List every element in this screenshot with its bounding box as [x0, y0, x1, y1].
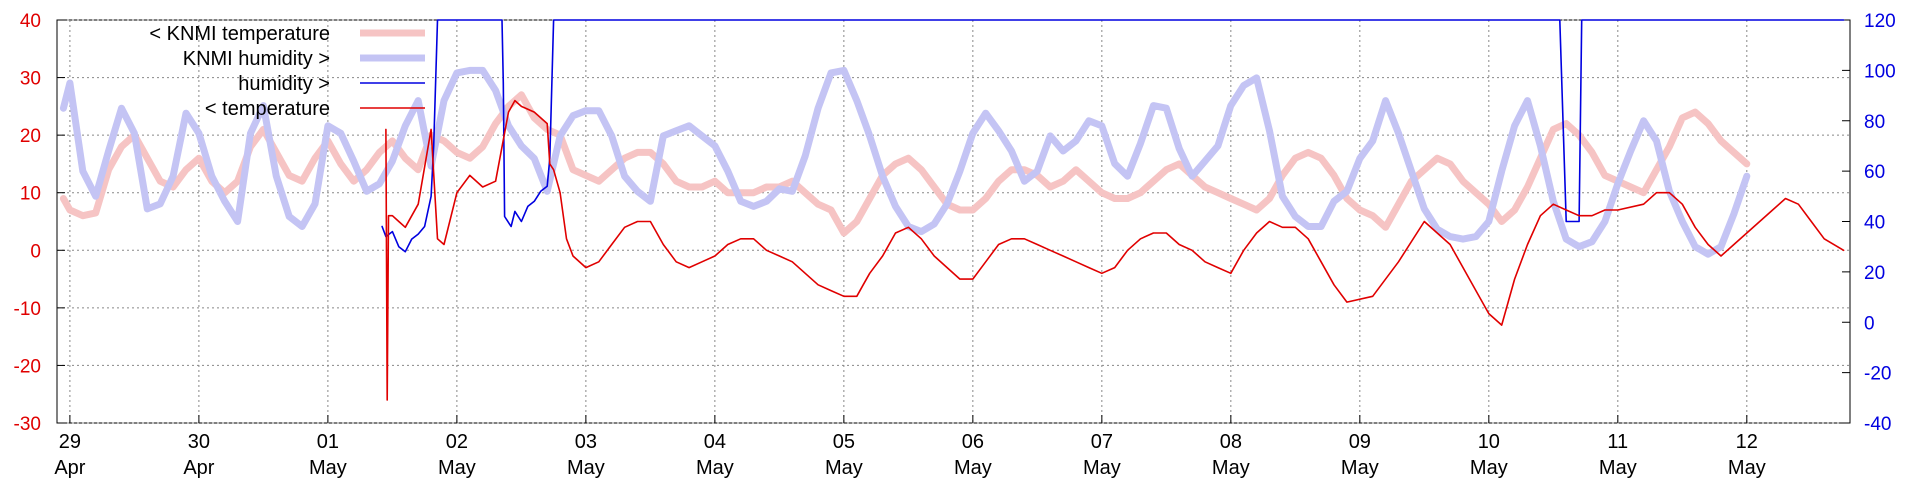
left-axis-ticks: 40 30 20 10 0 -10 -20 -30 — [14, 11, 65, 435]
right-tick-label: -40 — [1864, 414, 1891, 435]
x-tick-month: May — [1470, 457, 1508, 479]
right-tick-label: 40 — [1864, 213, 1885, 234]
x-tick-month: May — [1599, 457, 1637, 479]
legend-label: < KNMI temperature — [149, 23, 330, 45]
x-axis-ticks: 29 Apr 30 Apr 01 May 02 May 03 May 04 May 05 May 06 May… — [54, 415, 1766, 479]
plot-frame — [56, 19, 1851, 424]
right-tick-label: 20 — [1864, 263, 1885, 284]
right-tick-label: 0 — [1864, 313, 1875, 334]
left-tick-label: 40 — [20, 11, 41, 32]
x-tick-month: May — [1728, 457, 1766, 479]
x-tick-day: 07 — [1091, 431, 1113, 453]
left-tick-label: 30 — [20, 69, 41, 90]
x-tick-day: 04 — [704, 431, 726, 453]
x-tick-day: 05 — [833, 431, 855, 453]
legend-label: humidity > — [238, 73, 330, 95]
x-tick-month: May — [1341, 457, 1379, 479]
x-tick-day: 03 — [575, 431, 597, 453]
left-tick-label: -20 — [14, 356, 41, 377]
x-tick-day: 10 — [1478, 431, 1500, 453]
x-tick-day: 01 — [317, 431, 339, 453]
right-tick-label: 80 — [1864, 112, 1885, 133]
x-tick-day: 12 — [1736, 431, 1758, 453]
x-tick-month: May — [1212, 457, 1250, 479]
x-tick-month: May — [954, 457, 992, 479]
x-tick-month: May — [1083, 457, 1121, 479]
left-tick-label: 0 — [30, 241, 41, 262]
x-tick-month: Apr — [183, 457, 214, 479]
left-tick-label: -10 — [14, 299, 41, 320]
x-tick-month: May — [825, 457, 863, 479]
series-line-temperature — [385, 99, 1845, 401]
right-tick-label: 100 — [1864, 61, 1896, 82]
x-tick-month: May — [567, 457, 605, 479]
x-tick-month: May — [696, 457, 734, 479]
series-line-knmi-humidity — [59, 66, 1751, 258]
x-tick-month: Apr — [54, 457, 85, 479]
legend: < KNMI temperature KNMI humidity > humidit… — [149, 23, 425, 120]
series-line-knmi-temperature — [59, 91, 1751, 237]
legend-label: < temperature — [205, 98, 330, 120]
x-tick-day: 06 — [962, 431, 984, 453]
series-line-humidity — [381, 19, 1845, 253]
x-tick-day: 29 — [59, 431, 81, 453]
x-tick-day: 02 — [446, 431, 468, 453]
legend-label: KNMI humidity > — [183, 48, 330, 70]
right-axis-ticks: 120 100 80 60 40 20 0 -20 -40 — [1842, 11, 1896, 435]
series — [59, 19, 1845, 401]
left-tick-label: 20 — [20, 126, 41, 147]
right-tick-label: -20 — [1864, 364, 1891, 385]
x-tick-day: 30 — [188, 431, 210, 453]
left-tick-label: 10 — [20, 184, 41, 205]
x-tick-day: 11 — [1607, 431, 1628, 453]
x-tick-day: 08 — [1220, 431, 1242, 453]
right-tick-label: 120 — [1864, 11, 1896, 32]
x-tick-day: 09 — [1349, 431, 1371, 453]
right-tick-label: 60 — [1864, 162, 1885, 183]
x-tick-month: May — [309, 457, 347, 479]
left-tick-label: -30 — [14, 414, 41, 435]
x-tick-month: May — [438, 457, 476, 479]
